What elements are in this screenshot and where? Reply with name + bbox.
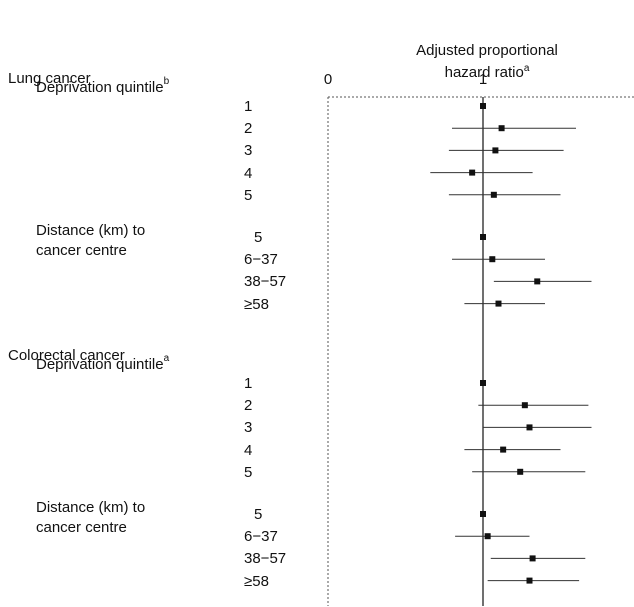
hr-point [526,577,533,584]
row-category-label: 3 [244,142,252,159]
hr-point [517,468,524,475]
row-category-label-text: ≥58 [244,572,269,590]
hr-point [495,300,502,307]
row-category-label: 3 [244,419,252,436]
hr-point [484,533,491,540]
section-label-line2-text: cancer centre [36,242,127,259]
chart-title: Adjusted proportional hazard ratioa [372,42,602,82]
hr-point [490,191,497,198]
row-category-label: 5 [254,506,262,523]
row-category-label-text: 2 [244,397,253,415]
hr-point [498,125,505,132]
row-category-label-text: 4 [244,441,253,459]
hr-point [526,424,533,431]
section-label-line2: cancer centre [36,519,127,536]
row-category-label-text: 38−57 [244,550,287,568]
row-category-label-text: 2 [244,120,253,138]
row-category-label-text: 6−37 [244,528,278,546]
section-label: Deprivation quintilea [36,353,170,374]
section-label-line2-text: cancer centre [36,519,127,536]
section-label-line2: cancer centre [36,242,127,259]
x-tick-label: 0 [324,71,332,88]
section-label-text: Deprivation quintile [36,79,164,96]
group-title: Colorectal cancer [8,347,125,364]
row-category-label: 5 [244,187,252,204]
chart-title-superscript: a [523,63,530,74]
section-label-text: Deprivation quintile [36,356,164,373]
hr-point [500,446,507,453]
section-label: Deprivation quintileb [36,76,170,97]
row-category-label: ≥58 [244,296,269,313]
row-category-label: 4 [244,165,252,182]
row-category-label: 6−37 [244,251,278,268]
row-category-label: 2 [244,397,252,414]
section-label: Distance (km) to [36,222,145,239]
row-category-label-text: 3 [244,419,253,437]
chart-title-line2-text: hazard ratio [444,64,524,81]
hr-point [469,169,476,176]
row-category-label: 1 [244,375,252,392]
row-category-label-text: 5 [244,186,253,204]
row-category-label: 2 [244,120,252,137]
hr-point [529,555,536,562]
section-label: Distance (km) to [36,499,145,516]
section-label-superscript: a [163,353,170,364]
section-label-text: Distance (km) to [36,499,146,516]
hr-point [480,380,486,386]
row-category-label-text: ≥58 [244,295,269,313]
row-category-label-text: 1 [244,375,253,392]
row-category-label-text: 38−57 [244,273,287,291]
section-label-text: Distance (km) to [36,222,146,239]
row-category-label-text: 4 [244,164,253,182]
row-category-label: 5 [244,464,252,481]
row-category-label: 38−57 [244,550,286,567]
row-category-label-text: 1 [244,98,253,115]
hr-point [480,511,486,517]
hr-point [480,103,486,109]
row-category-label: 6−37 [244,528,278,545]
row-category-label: 4 [244,442,252,459]
row-category-label-text: 3 [244,142,253,160]
section-label-superscript: b [163,76,170,87]
hr-point [489,256,496,263]
row-category-label: ≥58 [244,573,269,590]
group-title-text: Lung cancer [8,70,91,87]
hr-point [534,278,541,285]
hr-point [480,234,486,240]
row-category-label-text: 5 [244,463,253,481]
group-title-text: Colorectal cancer [8,347,125,364]
row-category-label: 1 [244,98,252,115]
row-category-label-text: 5 [254,506,263,523]
group-title: Lung cancer [8,70,91,87]
x-tick-label: 1 [479,71,487,88]
row-category-label-text: 5 [254,229,263,246]
row-category-label: 5 [254,229,262,246]
hr-point [492,147,499,154]
chart-title-line2: hazard ratioa [372,60,602,82]
row-category-label-text: 6−37 [244,251,278,269]
chart-title-line1: Adjusted proportional [416,42,558,59]
row-category-label: 38−57 [244,273,286,290]
hr-point [521,402,528,409]
